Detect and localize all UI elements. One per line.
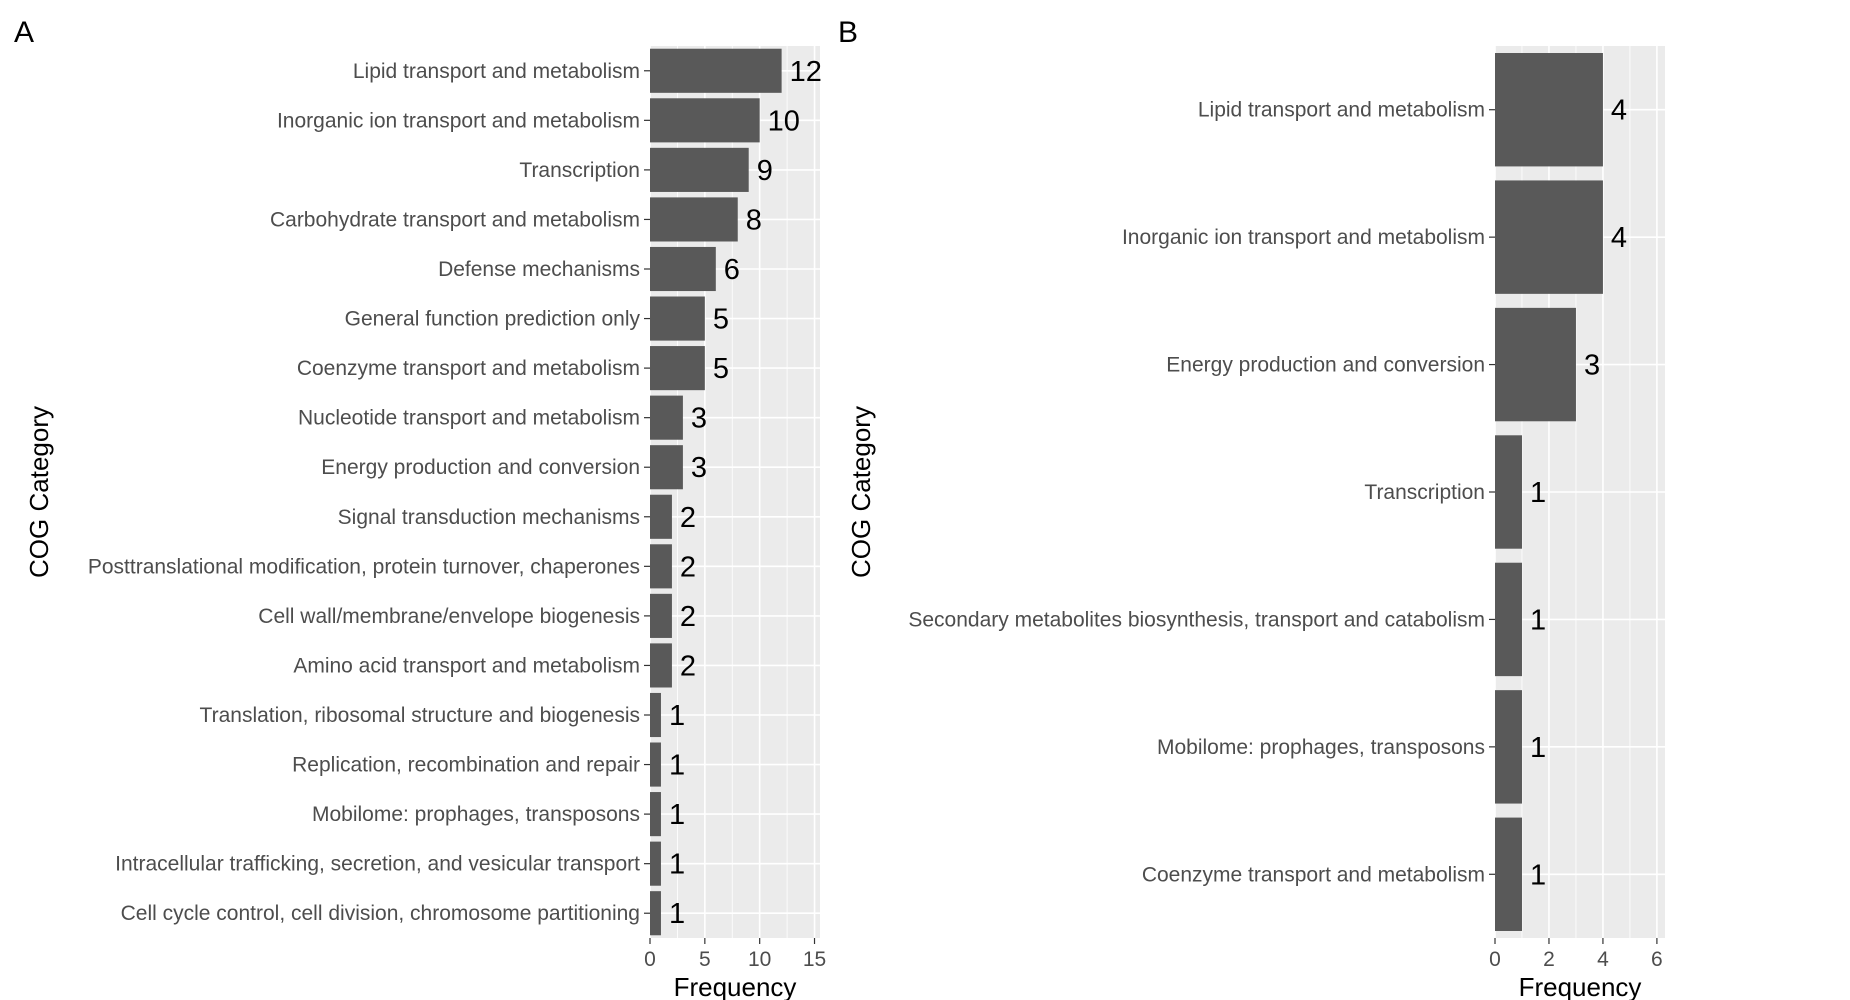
bar-value-label: 3 bbox=[691, 403, 707, 435]
bar-value-label: 2 bbox=[680, 601, 696, 633]
category-label: Nucleotide transport and metabolism bbox=[298, 407, 640, 430]
bar bbox=[650, 197, 738, 242]
bar bbox=[1495, 690, 1522, 804]
bar bbox=[650, 891, 661, 936]
bar bbox=[650, 593, 672, 638]
bar bbox=[1495, 435, 1522, 549]
bar-value-label: 3 bbox=[691, 452, 707, 484]
bar-value-label: 10 bbox=[768, 105, 800, 137]
bar-value-label: 4 bbox=[1611, 222, 1627, 254]
category-label: Lipid transport and metabolism bbox=[1198, 99, 1485, 122]
x-tick-label: 2 bbox=[1543, 948, 1555, 971]
bar-value-label: 5 bbox=[713, 353, 729, 385]
bar-value-label: 1 bbox=[669, 898, 685, 930]
x-tick-label: 0 bbox=[644, 948, 656, 971]
bar-value-label: 3 bbox=[1584, 350, 1600, 382]
category-label: Mobilome: prophages, transposons bbox=[1157, 736, 1485, 759]
bar bbox=[650, 742, 661, 787]
bar-value-label: 2 bbox=[680, 551, 696, 583]
category-label: Mobilome: prophages, transposons bbox=[312, 803, 640, 826]
x-tick-label: 4 bbox=[1597, 948, 1609, 971]
category-label: Energy production and conversion bbox=[321, 456, 640, 479]
bar bbox=[650, 494, 672, 539]
bar bbox=[650, 692, 661, 738]
category-label: Signal transduction mechanisms bbox=[338, 506, 640, 529]
category-label: Inorganic ion transport and metabolism bbox=[1122, 226, 1485, 249]
bar-value-label: 2 bbox=[680, 502, 696, 534]
bar-value-label: 1 bbox=[1530, 477, 1546, 509]
bar bbox=[1495, 180, 1603, 294]
category-label: Transcription bbox=[519, 159, 640, 182]
category-label: Cell wall/membrane/envelope biogenesis bbox=[258, 605, 640, 628]
bar bbox=[650, 544, 672, 589]
category-label: Carbohydrate transport and metabolism bbox=[270, 208, 640, 231]
category-label: Coenzyme transport and metabolism bbox=[1142, 863, 1485, 886]
bar bbox=[650, 346, 705, 391]
category-label: Energy production and conversion bbox=[1166, 354, 1485, 377]
category-label: Inorganic ion transport and metabolism bbox=[277, 109, 640, 132]
bar-value-label: 1 bbox=[669, 700, 685, 732]
bar-value-label: 4 bbox=[1611, 95, 1627, 127]
category-label: Replication, recombination and repair bbox=[292, 754, 640, 777]
x-axis-title: Frequency bbox=[1519, 972, 1642, 1000]
bar-value-label: 1 bbox=[1530, 732, 1546, 764]
panel-letter: A bbox=[14, 16, 34, 49]
bar bbox=[1495, 562, 1522, 677]
bar bbox=[650, 792, 661, 837]
bar bbox=[650, 643, 672, 688]
bar-value-label: 1 bbox=[669, 799, 685, 831]
bar bbox=[650, 841, 661, 886]
bar bbox=[1495, 817, 1522, 931]
bar bbox=[650, 147, 749, 192]
bar-value-label: 1 bbox=[669, 849, 685, 881]
category-label: Translation, ribosomal structure and bio… bbox=[200, 704, 640, 727]
bar-value-label: 8 bbox=[746, 204, 762, 236]
x-tick-label: 15 bbox=[803, 948, 826, 971]
bar-value-label: 5 bbox=[713, 304, 729, 336]
x-tick-label: 10 bbox=[748, 948, 771, 971]
bar bbox=[650, 98, 760, 143]
bar-value-label: 6 bbox=[724, 254, 740, 286]
bar bbox=[650, 296, 705, 341]
category-label: Coenzyme transport and metabolism bbox=[297, 357, 640, 380]
bar-value-label: 1 bbox=[669, 750, 685, 782]
bar bbox=[650, 395, 683, 440]
bar-value-label: 9 bbox=[757, 155, 773, 187]
y-axis-title: COG Category bbox=[24, 406, 54, 578]
panel-letter: B bbox=[838, 16, 858, 49]
bar bbox=[650, 48, 782, 93]
bar-value-label: 1 bbox=[1530, 859, 1546, 891]
bar bbox=[650, 445, 683, 490]
y-axis-title: COG Category bbox=[846, 406, 876, 578]
category-label: Cell cycle control, cell division, chrom… bbox=[121, 902, 640, 925]
panel-b: B 0 2 4 6 4 Lipid transport and metabolism 4 Ino… bbox=[838, 16, 1665, 1000]
x-axis-title: Frequency bbox=[674, 972, 797, 1000]
category-label: Secondary metabolites biosynthesis, tran… bbox=[908, 608, 1485, 631]
bar-value-label: 1 bbox=[1530, 604, 1546, 636]
bar bbox=[650, 246, 716, 292]
category-label: Defense mechanisms bbox=[438, 258, 640, 281]
bar bbox=[1495, 307, 1576, 422]
bar-value-label: 12 bbox=[790, 56, 822, 88]
category-label: Posttranslational modification, protein … bbox=[88, 555, 640, 578]
category-label: Intracellular trafficking, secretion, an… bbox=[115, 853, 640, 876]
category-label: Transcription bbox=[1364, 481, 1485, 504]
x-tick-label: 6 bbox=[1651, 948, 1663, 971]
x-tick-label: 0 bbox=[1489, 948, 1501, 971]
x-tick-label: 5 bbox=[699, 948, 711, 971]
category-label: Lipid transport and metabolism bbox=[353, 60, 640, 83]
category-label: Amino acid transport and metabolism bbox=[293, 654, 640, 677]
bar bbox=[1495, 53, 1603, 167]
category-label: General function prediction only bbox=[345, 308, 641, 331]
plot-background bbox=[650, 46, 820, 938]
bar-value-label: 2 bbox=[680, 650, 696, 682]
